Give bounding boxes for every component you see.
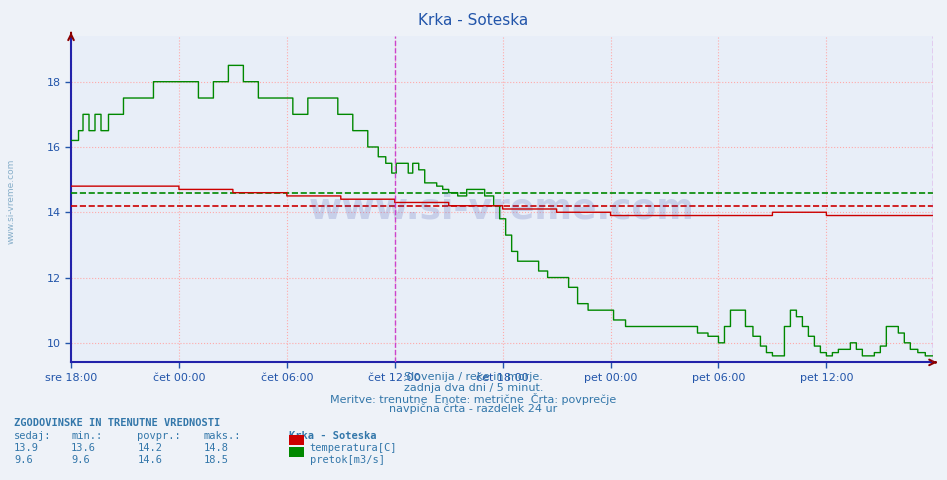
Text: Slovenija / reke in morje.: Slovenija / reke in morje.	[404, 372, 543, 382]
Text: maks.:: maks.:	[204, 431, 241, 441]
Text: www.si-vreme.com: www.si-vreme.com	[7, 159, 16, 244]
Text: temperatura[C]: temperatura[C]	[310, 443, 397, 453]
Text: sedaj:: sedaj:	[14, 431, 52, 441]
Text: 14.8: 14.8	[204, 443, 228, 453]
Text: Krka - Soteska: Krka - Soteska	[289, 431, 376, 441]
Text: 9.6: 9.6	[71, 455, 90, 465]
Text: zadnja dva dni / 5 minut.: zadnja dva dni / 5 minut.	[403, 383, 544, 393]
Text: Meritve: trenutne  Enote: metrične  Črta: povprečje: Meritve: trenutne Enote: metrične Črta: …	[331, 393, 616, 405]
Text: www.si-vreme.com: www.si-vreme.com	[309, 192, 695, 226]
Text: pretok[m3/s]: pretok[m3/s]	[310, 455, 384, 465]
Text: 18.5: 18.5	[204, 455, 228, 465]
Text: 13.6: 13.6	[71, 443, 96, 453]
Text: 9.6: 9.6	[14, 455, 33, 465]
Text: 14.2: 14.2	[137, 443, 162, 453]
Text: navpična črta - razdelek 24 ur: navpična črta - razdelek 24 ur	[389, 404, 558, 414]
Text: 13.9: 13.9	[14, 443, 39, 453]
Text: 14.6: 14.6	[137, 455, 162, 465]
Text: Krka - Soteska: Krka - Soteska	[419, 13, 528, 28]
Text: min.:: min.:	[71, 431, 102, 441]
Text: ZGODOVINSKE IN TRENUTNE VREDNOSTI: ZGODOVINSKE IN TRENUTNE VREDNOSTI	[14, 418, 221, 428]
Text: povpr.:: povpr.:	[137, 431, 181, 441]
